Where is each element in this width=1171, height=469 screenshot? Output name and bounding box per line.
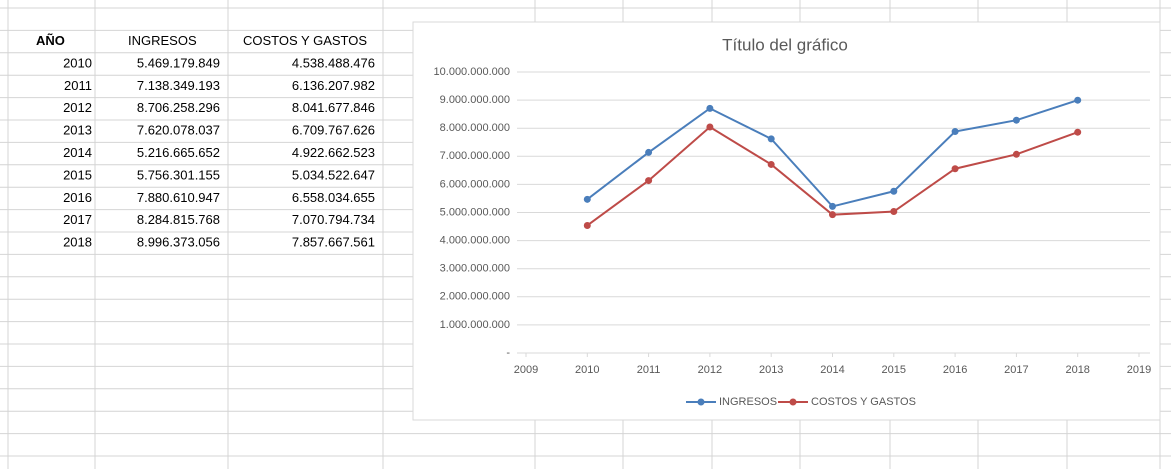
chart: - 1.000.000.000 2.000.000.000 3.000.000.000… (434, 66, 1152, 408)
header-cell: AÑO (36, 33, 65, 48)
table-cell: 7.880.610.947 (137, 190, 220, 205)
y-tick-label: - (506, 347, 510, 359)
data-point (767, 135, 775, 143)
data-point (706, 123, 714, 131)
x-tick-label: 2013 (759, 364, 783, 376)
legend-marker (697, 398, 705, 406)
y-tick-label: 7.000.000.000 (440, 150, 510, 162)
data-point (706, 104, 714, 112)
table-cell: 5.469.179.849 (137, 55, 220, 70)
x-tick-label: 2019 (1127, 364, 1151, 376)
data-point (829, 202, 836, 210)
data-table: AÑO INGRESOS COSTOS Y GASTOS 2010 5.469.179.… (36, 33, 375, 250)
y-tick-label: 2.000.000.000 (440, 291, 510, 303)
data-point (583, 195, 591, 203)
x-tick-label: 2012 (698, 364, 722, 376)
table-cell: 4.922.662.523 (292, 145, 375, 160)
table-cell: 6.558.034.655 (292, 190, 375, 205)
table-cell: 6.709.767.626 (292, 123, 375, 138)
y-tick-label: 6.000.000.000 (440, 178, 510, 190)
y-tick-label: 1.000.000.000 (440, 319, 510, 331)
x-tick-label: 2018 (1065, 364, 1089, 376)
table-cell: 5.216.665.652 (137, 145, 220, 160)
table-cell: 2016 (63, 190, 92, 205)
table-cell: 8.284.815.768 (137, 212, 220, 227)
data-point (890, 187, 898, 195)
table-cell: 4.538.488.476 (292, 55, 375, 70)
x-tick-label: 2011 (637, 364, 661, 376)
table-cell: 7.620.078.037 (137, 123, 220, 138)
x-tick-label: 2015 (882, 364, 906, 376)
table-cell: 7.070.794.734 (292, 212, 375, 227)
header-cell: INGRESOS (128, 33, 197, 48)
y-tick-label: 9.000.000.000 (440, 94, 510, 106)
data-point (1074, 96, 1082, 104)
data-point (1012, 150, 1020, 158)
legend-label: COSTOS Y GASTOS (811, 396, 916, 408)
table-cell: 2017 (63, 212, 92, 227)
table-cell: 2012 (63, 100, 92, 115)
data-point (1012, 116, 1020, 124)
data-point (583, 221, 591, 229)
data-point (951, 165, 959, 173)
x-tick-label: 2014 (820, 364, 844, 376)
y-tick-label: 3.000.000.000 (440, 263, 510, 275)
data-point (829, 211, 836, 219)
chart-area (412, 21, 1161, 421)
header-cell: COSTOS Y GASTOS (243, 33, 367, 48)
table-cell: 2010 (63, 55, 92, 70)
data-point (767, 160, 775, 168)
table-cell: 8.996.373.056 (137, 235, 220, 250)
y-tick-label: 4.000.000.000 (440, 235, 510, 247)
table-cell: 6.136.207.982 (292, 78, 375, 93)
table-cell: 8.706.258.296 (137, 100, 220, 115)
table-cell: 2015 (63, 167, 92, 182)
y-tick-label: 8.000.000.000 (440, 122, 510, 134)
legend-marker (789, 398, 797, 406)
y-tick-label: 5.000.000.000 (440, 206, 510, 218)
table-cell: 2018 (63, 235, 92, 250)
table-cell: 5.034.522.647 (292, 167, 375, 182)
data-point (890, 208, 898, 216)
table-cell: 8.041.677.846 (292, 100, 375, 115)
table-cell: 2013 (63, 123, 92, 138)
table-cell: 2014 (63, 145, 92, 160)
table-cell: 7.138.349.193 (137, 78, 220, 93)
x-tick-label: 2017 (1004, 364, 1028, 376)
data-point (951, 128, 959, 136)
data-point (645, 148, 653, 156)
x-tick-label: 2010 (575, 364, 599, 376)
x-tick-label: 2016 (943, 364, 967, 376)
data-point (1074, 128, 1082, 136)
table-cell: 7.857.667.561 (292, 235, 375, 250)
y-tick-label: 10.000.000.000 (434, 66, 510, 78)
chart-title: Título del gráfico (722, 35, 848, 54)
legend-label: INGRESOS (719, 396, 777, 408)
x-tick-label: 2009 (514, 364, 538, 376)
data-point (645, 177, 653, 185)
table-cell: 2011 (64, 78, 92, 93)
table-cell: 5.756.301.155 (137, 167, 220, 182)
